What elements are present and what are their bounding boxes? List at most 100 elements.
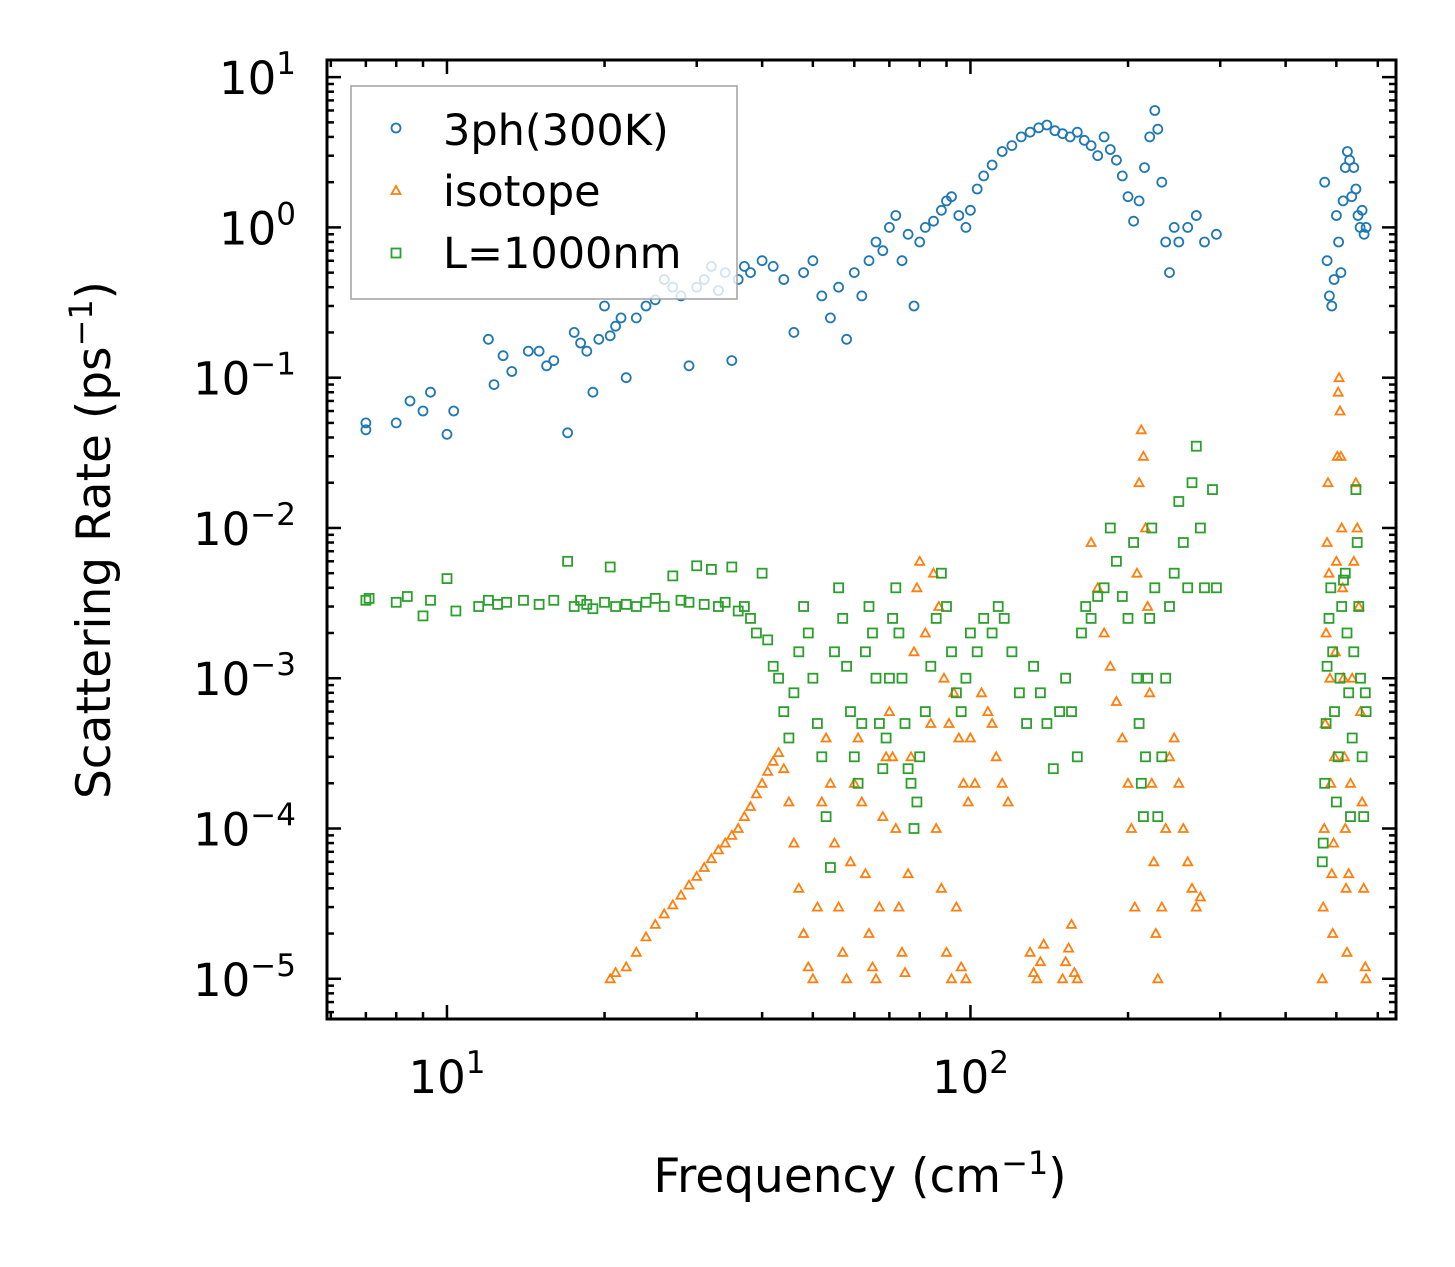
point-isotope [1346, 671, 1359, 683]
point-l1000nm [905, 777, 917, 789]
x-tick-label: 102 [932, 1045, 1009, 1104]
point-l1000nm [1085, 613, 1097, 624]
point-isotope [942, 717, 956, 728]
point-l1000nm [1343, 687, 1355, 699]
point-3ph [640, 300, 652, 312]
legend-box [350, 85, 738, 300]
point-3ph [767, 260, 779, 272]
point-3ph [562, 427, 573, 439]
point-isotope [820, 731, 833, 743]
point-isotope [1327, 836, 1340, 848]
legend-label-3ph: 3ph(300K) [443, 106, 669, 156]
point-l1000nm [1320, 718, 1332, 729]
point-l1000nm [473, 601, 485, 612]
point-isotope [910, 581, 923, 593]
point-3ph [1182, 221, 1194, 233]
point-3ph [1064, 131, 1076, 143]
point-l1000nm [1060, 672, 1071, 684]
point-3ph [1041, 119, 1053, 131]
point-l1000nm [1358, 811, 1370, 822]
point-isotope [1177, 822, 1190, 833]
point-3ph [896, 255, 908, 267]
point-l1000nm [1021, 718, 1032, 729]
point-3ph [448, 405, 460, 417]
point-l1000nm [1359, 687, 1371, 699]
point-l1000nm [1133, 718, 1145, 729]
point-l1000nm [802, 627, 814, 639]
point-l1000nm [363, 593, 375, 604]
y-tick-label: 101 [219, 46, 296, 105]
point-3ph [1024, 126, 1036, 138]
y-tick-label: 10−2 [193, 497, 296, 556]
x-axis-title-tail: ) [1048, 1149, 1066, 1204]
legend-marker-3ph [390, 122, 402, 134]
point-isotope [990, 750, 1003, 762]
point-3ph [1149, 105, 1161, 116]
y-tick-label: 10−1 [193, 347, 296, 406]
point-l1000nm [1334, 672, 1346, 684]
point-isotope [836, 945, 849, 957]
point-isotope [1062, 941, 1075, 953]
point-isotope [609, 966, 622, 977]
point-isotope [844, 855, 857, 867]
point-isotope [898, 966, 912, 977]
point-3ph [1156, 176, 1168, 188]
point-l1000nm [658, 601, 670, 612]
point-l1000nm [417, 610, 429, 622]
point-isotope [1320, 626, 1333, 638]
point-isotope [932, 600, 945, 611]
point-isotope [738, 810, 751, 821]
y-axis-title-sup: −1 [62, 299, 100, 346]
point-l1000nm [816, 751, 828, 763]
point-isotope [1319, 717, 1332, 728]
point-isotope [1030, 972, 1044, 984]
point-l1000nm [1317, 837, 1329, 849]
point-isotope [1085, 536, 1098, 547]
point-l1000nm [1336, 601, 1348, 612]
point-3ph [548, 355, 560, 367]
x-tick-label-exp: 2 [989, 1045, 1009, 1081]
point-l1000nm [1156, 751, 1168, 763]
y-tick-label-exp: 0 [276, 196, 296, 232]
point-isotope [744, 800, 757, 811]
point-3ph [604, 330, 616, 342]
point-l1000nm [941, 601, 952, 612]
point-3ph [1015, 131, 1027, 143]
point-3ph [1098, 131, 1110, 143]
y-tick-label-exp: −1 [250, 347, 296, 383]
point-isotope [880, 750, 893, 762]
point-isotope [674, 888, 688, 900]
point-3ph [1358, 228, 1370, 240]
point-l1000nm [986, 627, 998, 639]
point-isotope [1190, 900, 1203, 912]
point-l1000nm [1356, 751, 1368, 763]
point-3ph [884, 221, 895, 233]
point-isotope [1359, 960, 1372, 972]
point-3ph [1211, 228, 1222, 240]
point-3ph [533, 345, 545, 357]
x-tick-label-base: 10 [408, 1051, 465, 1104]
point-isotope [1321, 476, 1335, 488]
point-l1000nm [745, 613, 756, 624]
point-l1000nm [1066, 706, 1077, 717]
point-isotope [1360, 972, 1373, 984]
point-l1000nm [1122, 613, 1134, 624]
point-3ph [593, 333, 605, 345]
point-3ph [1144, 131, 1156, 143]
point-3ph [960, 221, 972, 233]
point-isotope [959, 972, 972, 984]
point-3ph [816, 290, 828, 302]
point-3ph [1078, 134, 1090, 146]
point-l1000nm [899, 718, 911, 729]
point-3ph [441, 428, 453, 440]
point-isotope [919, 626, 932, 638]
point-l1000nm [870, 672, 882, 684]
point-3ph [863, 255, 875, 267]
point-3ph [1152, 123, 1164, 135]
point-3ph [1350, 183, 1362, 195]
point-l1000nm [719, 596, 731, 608]
point-isotope [937, 671, 951, 683]
point-isotope [1143, 686, 1156, 698]
point-l1000nm [902, 763, 914, 775]
point-l1000nm [562, 555, 573, 567]
